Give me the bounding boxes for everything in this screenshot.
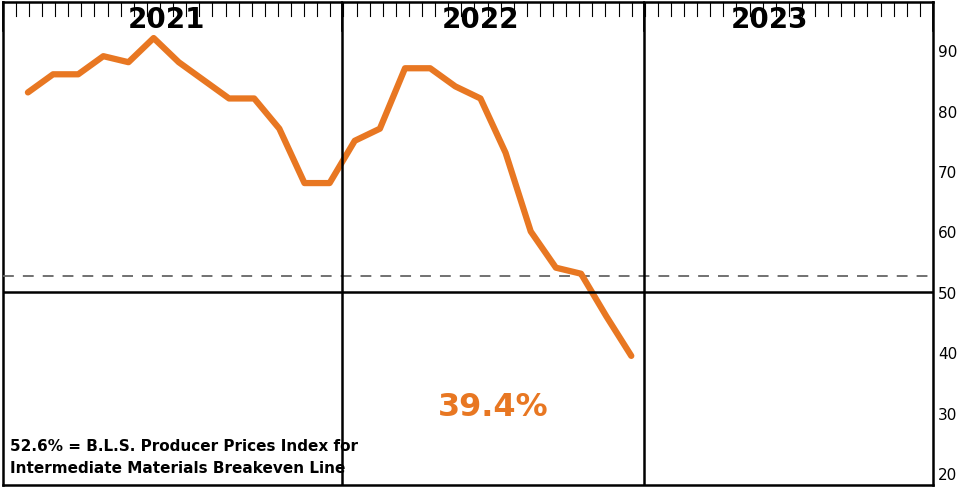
Text: 2021: 2021 (128, 6, 204, 34)
Text: Intermediate Materials Breakeven Line: Intermediate Materials Breakeven Line (11, 460, 346, 475)
Text: 2022: 2022 (442, 6, 519, 34)
Text: 39.4%: 39.4% (438, 391, 548, 422)
Text: 52.6% = B.L.S. Producer Prices Index for: 52.6% = B.L.S. Producer Prices Index for (11, 439, 358, 453)
Text: 2023: 2023 (731, 6, 808, 34)
